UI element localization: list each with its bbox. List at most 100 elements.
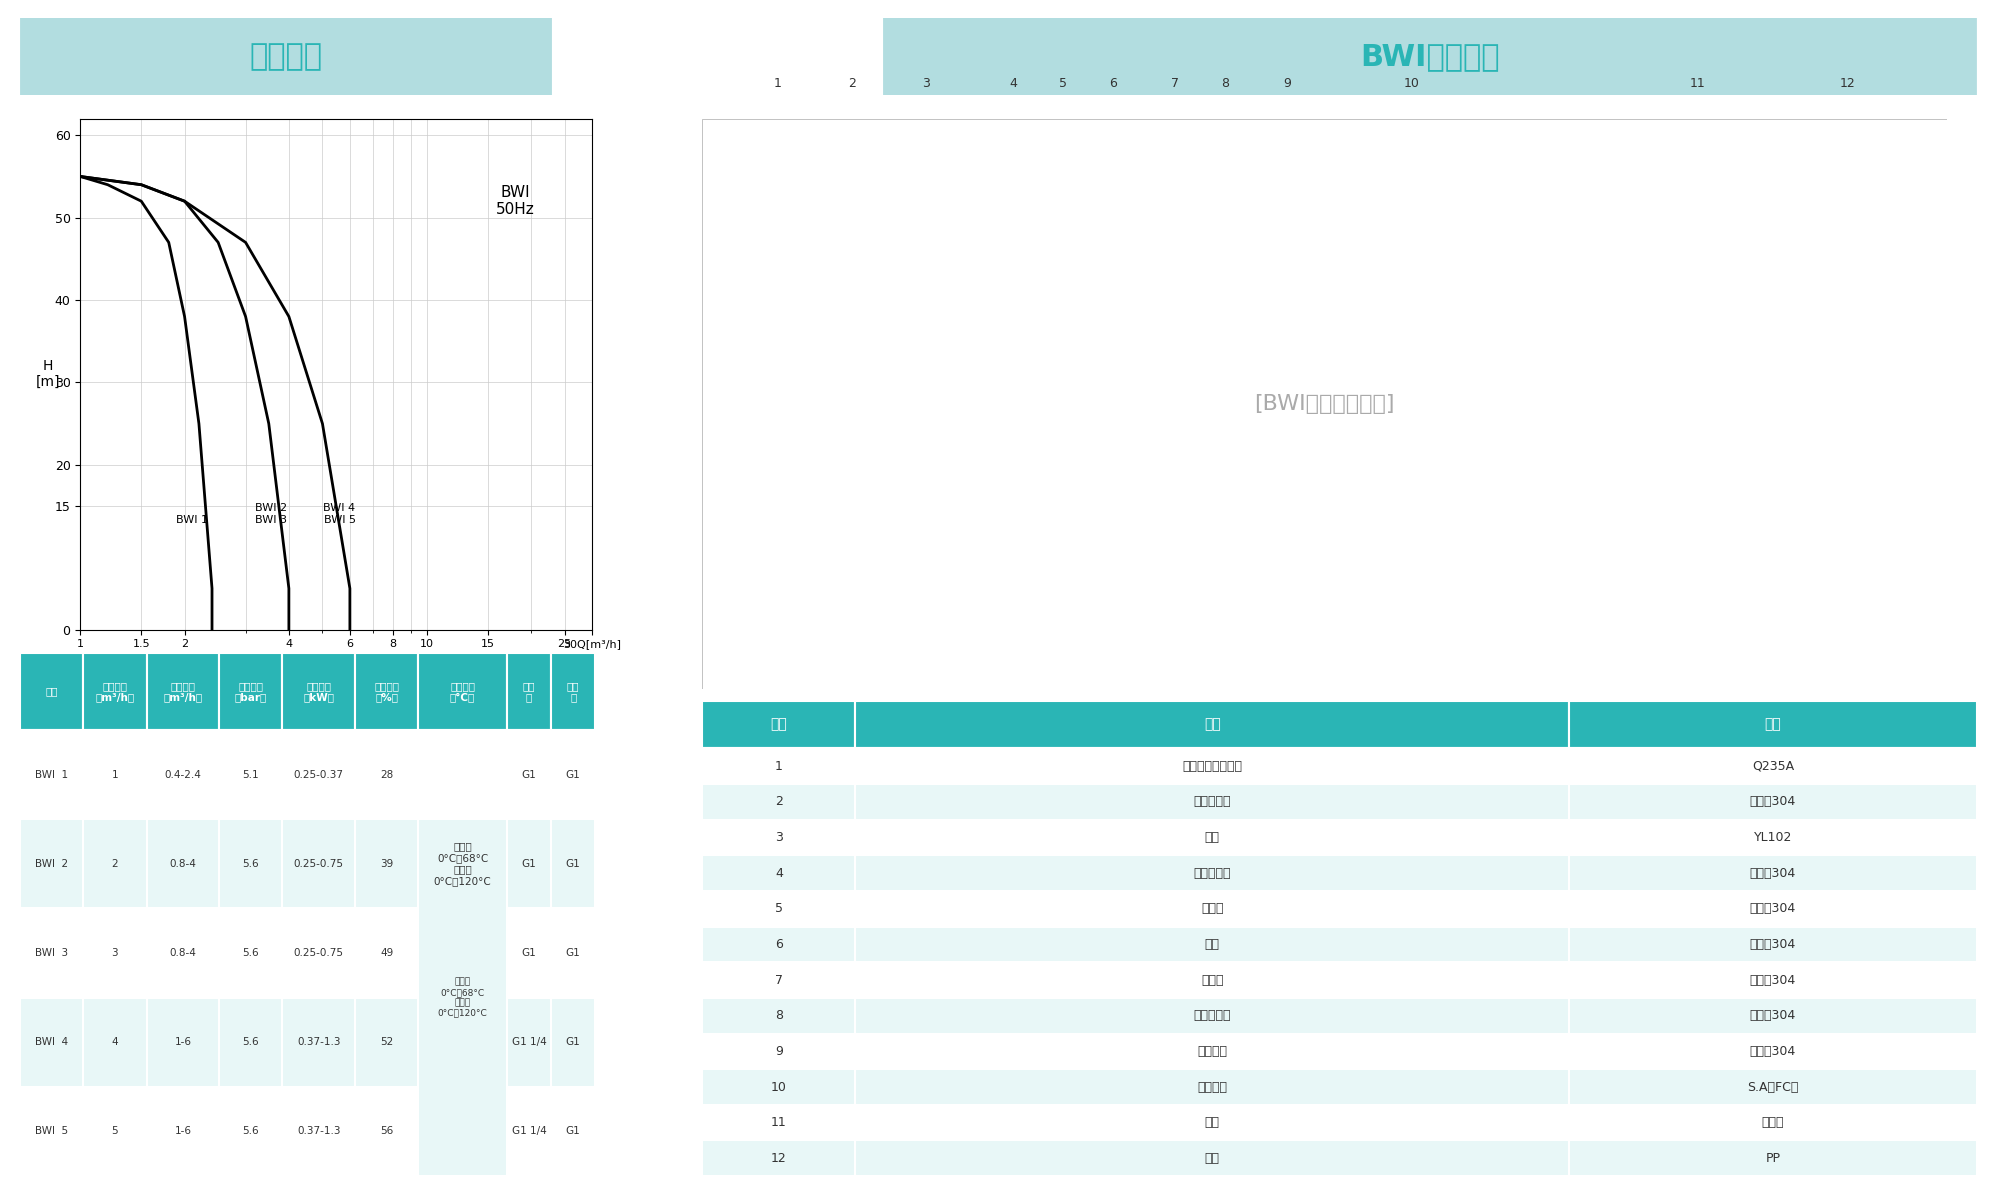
Text: 性能参数: 性能参数 — [249, 42, 323, 71]
Text: 6: 6 — [775, 939, 783, 950]
Bar — [508, 909, 552, 998]
Bar — [417, 1087, 508, 1176]
Bar — [855, 962, 1569, 998]
Bar — [552, 998, 596, 1087]
Text: 内六角螺头: 内六角螺头 — [1194, 796, 1230, 808]
Text: 0.8-4: 0.8-4 — [169, 948, 197, 958]
Bar — [82, 729, 147, 820]
Text: 出水
口: 出水 口 — [568, 681, 580, 702]
Bar — [552, 909, 596, 998]
Bar — [855, 784, 1569, 820]
Bar — [855, 927, 1569, 962]
Bar — [283, 653, 355, 729]
Bar — [355, 998, 417, 1087]
Bar — [855, 1105, 1569, 1140]
Bar — [1569, 784, 1977, 820]
Text: 12: 12 — [771, 1152, 787, 1164]
Bar — [702, 855, 855, 891]
Text: 1-6: 1-6 — [175, 1037, 191, 1048]
Bar — [355, 909, 417, 998]
Bar — [1569, 1034, 1977, 1069]
Text: 电机: 电机 — [1204, 1117, 1220, 1129]
Text: 不锈钢304: 不锈钢304 — [1750, 1010, 1796, 1022]
Text: 9: 9 — [775, 1045, 783, 1057]
Bar — [855, 1140, 1569, 1176]
Bar — [20, 729, 82, 820]
Text: 10: 10 — [1403, 77, 1419, 90]
Text: 1-6: 1-6 — [175, 1126, 191, 1137]
Text: 3: 3 — [112, 948, 118, 958]
FancyBboxPatch shape — [883, 18, 1977, 95]
Bar — [1569, 855, 1977, 891]
Text: 机械密封: 机械密封 — [1198, 1081, 1226, 1093]
Y-axis label: H
[m]: H [m] — [36, 359, 60, 390]
Bar — [855, 748, 1569, 784]
Text: 0.25-0.75: 0.25-0.75 — [293, 859, 343, 868]
Bar — [1569, 998, 1977, 1034]
Text: BWI  3: BWI 3 — [34, 948, 68, 958]
Text: G1: G1 — [522, 859, 536, 868]
Text: BWI结构简图: BWI结构简图 — [1361, 42, 1499, 71]
Text: [BWI泵结构示意图]: [BWI泵结构示意图] — [1254, 394, 1395, 413]
Text: 10: 10 — [771, 1081, 787, 1093]
Text: 5.6: 5.6 — [243, 859, 259, 868]
Text: 叶轮: 叶轮 — [1204, 939, 1220, 950]
Bar — [82, 909, 147, 998]
Bar — [855, 820, 1569, 855]
Text: BWI
50Hz: BWI 50Hz — [496, 185, 534, 217]
Text: 压板: 压板 — [1204, 832, 1220, 843]
Bar — [702, 1069, 855, 1105]
Bar — [1569, 701, 1977, 748]
Bar — [855, 1069, 1569, 1105]
Text: 不锈钢304: 不锈钢304 — [1750, 939, 1796, 950]
Text: 5.6: 5.6 — [243, 1126, 259, 1137]
Text: 28: 28 — [379, 770, 393, 779]
Text: 序号: 序号 — [771, 718, 787, 732]
Text: 7: 7 — [775, 974, 783, 986]
Text: 内六角圆柱头螺钉: 内六角圆柱头螺钉 — [1182, 760, 1242, 772]
Text: G1: G1 — [522, 948, 536, 958]
Bar — [702, 701, 855, 748]
Bar — [702, 891, 855, 927]
Text: 5.6: 5.6 — [243, 948, 259, 958]
Text: Q235A: Q235A — [1752, 760, 1794, 772]
Bar — [82, 820, 147, 909]
Text: 导流器: 导流器 — [1200, 903, 1224, 915]
Text: 49: 49 — [379, 948, 393, 958]
Text: 39: 39 — [379, 859, 393, 868]
Text: 型号: 型号 — [46, 687, 58, 696]
Bar — [855, 891, 1569, 927]
Text: G1: G1 — [522, 770, 536, 779]
Bar — [219, 729, 283, 820]
Bar — [147, 820, 219, 909]
Bar — [855, 1034, 1569, 1069]
Text: YL102: YL102 — [1754, 832, 1792, 843]
Text: 1: 1 — [773, 77, 781, 90]
Text: 8: 8 — [1220, 77, 1228, 90]
Text: 2: 2 — [775, 796, 783, 808]
Bar — [702, 820, 855, 855]
Text: 不锈钢304: 不锈钢304 — [1750, 1045, 1796, 1057]
Bar — [283, 1087, 355, 1176]
Text: G1 1/4: G1 1/4 — [512, 1126, 546, 1137]
Text: 4: 4 — [775, 867, 783, 879]
Bar — [355, 729, 417, 820]
Text: BWI  5: BWI 5 — [34, 1126, 68, 1137]
Text: 温度范围
（°C）: 温度范围 （°C） — [450, 681, 476, 702]
Text: 0.37-1.3: 0.37-1.3 — [297, 1037, 341, 1048]
Text: PP: PP — [1766, 1152, 1780, 1164]
Text: G1: G1 — [566, 1126, 580, 1137]
Text: 额定流量
（m³/h）: 额定流量 （m³/h） — [96, 681, 134, 702]
Bar — [20, 1087, 82, 1176]
Text: 名称: 名称 — [1204, 718, 1220, 732]
Bar — [20, 820, 82, 909]
Bar — [855, 855, 1569, 891]
Bar — [82, 1087, 147, 1176]
Text: 5: 5 — [1060, 77, 1068, 90]
Text: BWI 1: BWI 1 — [177, 514, 209, 525]
Text: 1: 1 — [775, 760, 783, 772]
Text: BWI  2: BWI 2 — [34, 859, 68, 868]
Bar — [355, 820, 417, 909]
Bar — [1569, 927, 1977, 962]
Bar — [552, 1087, 596, 1176]
